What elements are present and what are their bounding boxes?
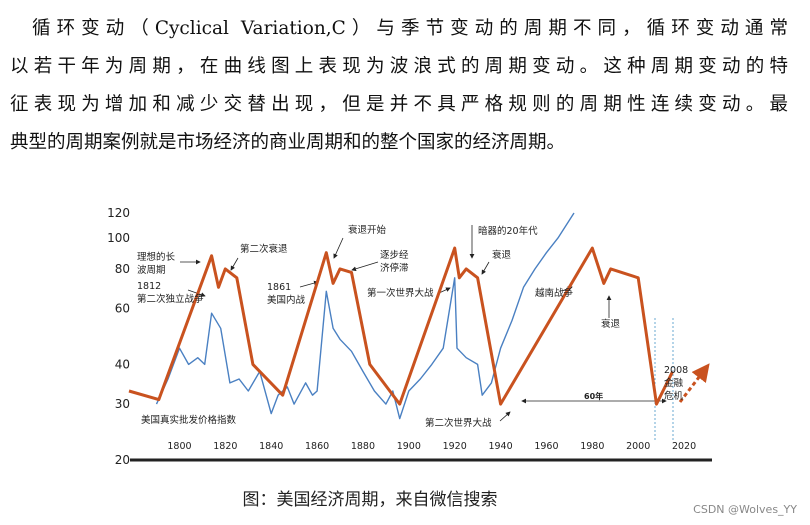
y-tick-label: 20 — [115, 453, 130, 467]
caption: 图：美国经济周期，来自微信搜索 — [243, 490, 498, 510]
paragraph-line: 典型的周期案例就是市场经济的商业周期和的整个国家的经济周期。 — [10, 132, 566, 153]
y-tick-label: 80 — [115, 262, 130, 276]
annotation: 济停滞 — [380, 262, 409, 274]
y-tick-label: 120 — [107, 206, 130, 220]
x-tick-label: 1960 — [534, 441, 558, 452]
y-tick-label: 30 — [115, 397, 130, 411]
series-line — [155, 212, 575, 420]
annotation: 波周期 — [137, 264, 166, 276]
x-tick-label: 2000 — [626, 441, 650, 452]
annotation: 第二次衰退 — [240, 243, 288, 255]
annotation: 1861 — [267, 282, 291, 293]
watermark: CSDN @Wolves_YY — [693, 503, 797, 516]
annotation: 美国真实批发价格指数 — [141, 414, 237, 426]
arrows — [180, 225, 667, 422]
y-tick-label: 40 — [115, 357, 130, 371]
annotation: 2008 — [664, 365, 688, 376]
x-tick-label: 1920 — [443, 441, 467, 452]
paragraph-line: 循环变动（Cyclical Variation,C）与季节变动的周期不同，循环变… — [32, 18, 788, 39]
annotation: 衰退开始 — [348, 224, 387, 236]
annotation: 美国内战 — [267, 294, 306, 306]
annotation: 危机 — [664, 390, 684, 402]
x-tick-label: 1800 — [167, 441, 191, 452]
paragraph: 循环变动（Cyclical Variation,C）与季节变动的周期不同，循环变… — [10, 10, 788, 162]
plot: 20 30 40 60 80 100 120 1800 1820 1840 1860 1880 1900… — [107, 206, 696, 467]
annotation: 第二次世界大战 — [425, 417, 492, 429]
trend-arrow — [678, 363, 710, 403]
annotation: 金融 — [664, 377, 684, 389]
annotation: 衰退 — [492, 249, 512, 261]
annotation: 逐步经 — [380, 249, 409, 261]
y-tick-label: 100 — [107, 231, 130, 245]
annotation: 第二次独立战争 — [137, 293, 204, 305]
annotation: 理想的长 — [137, 251, 176, 263]
annotation: 1812 — [137, 281, 161, 292]
annotation: 第一次世界大战 — [367, 287, 434, 299]
x-tick-label: 2020 — [672, 441, 696, 452]
x-tick-label: 1840 — [259, 441, 283, 452]
series-line — [128, 246, 674, 406]
annotation: 衰退 — [601, 318, 621, 330]
annotation: 60年 — [584, 391, 603, 401]
x-tick-label: 1940 — [488, 441, 512, 452]
x-tick-label: 1900 — [397, 441, 421, 452]
x-tick-label: 1820 — [213, 441, 237, 452]
paragraph-line: 以若干年为周期，在曲线图上表现为波浪式的周期变动。这种周期变动的特 — [10, 56, 788, 77]
x-tick-label: 1860 — [305, 441, 329, 452]
x-tick-label: 1880 — [351, 441, 375, 452]
x-tick-label: 1980 — [580, 441, 604, 452]
paragraph-line: 征表现为增加和减少交替出现，但是并不具严格规则的周期性连续变动。最 — [10, 94, 788, 115]
annotation: 暗器的20年代 — [478, 225, 538, 237]
y-tick-label: 60 — [115, 302, 130, 316]
annotation: 越南战争 — [535, 287, 574, 299]
